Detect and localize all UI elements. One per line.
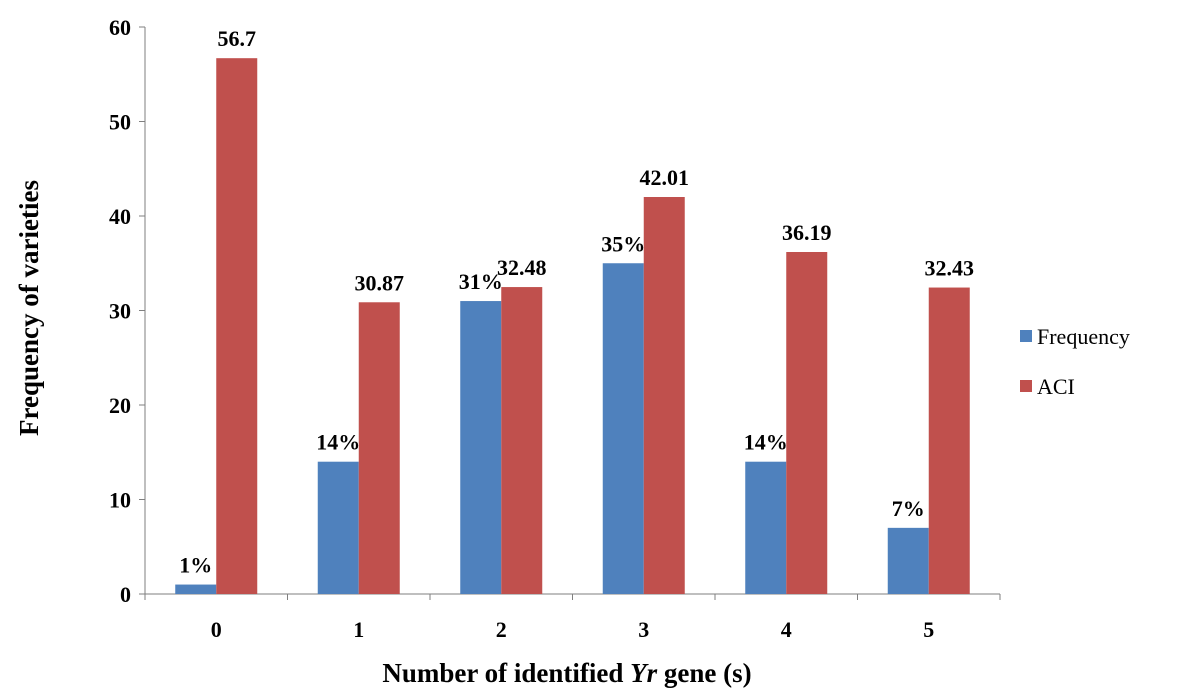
data-label-aci-5: 32.43 — [925, 256, 975, 281]
y-tick-label: 60 — [109, 15, 131, 40]
bar-aci-2 — [501, 287, 543, 594]
legend-swatch-aci — [1020, 380, 1032, 392]
bar-frequency-1 — [317, 461, 359, 594]
bar-frequency-5 — [887, 527, 929, 594]
data-label-aci-3: 42.01 — [640, 165, 690, 190]
data-label-aci-4: 36.19 — [782, 220, 832, 245]
x-tick-label: 1 — [353, 617, 364, 642]
x-tick-label: 4 — [781, 617, 792, 642]
bar-aci-0 — [216, 58, 258, 595]
bar-frequency-0 — [175, 584, 217, 594]
x-axis-title: Number of identified Yr gene (s) — [382, 658, 751, 688]
data-label-frequency-3: 35% — [601, 231, 645, 256]
bar-frequency-3 — [602, 263, 644, 594]
legend-swatch-frequency — [1020, 330, 1032, 342]
y-tick-label: 30 — [109, 299, 131, 324]
data-label-aci-0: 56.7 — [218, 26, 257, 51]
data-label-frequency-0: 1% — [179, 553, 212, 578]
data-label-frequency-2: 31% — [459, 269, 503, 294]
bar-frequency-4 — [745, 461, 787, 594]
y-tick-label: 20 — [109, 393, 131, 418]
legend-label-aci: ACI — [1037, 374, 1075, 399]
y-tick-label: 50 — [109, 110, 131, 135]
y-axis: 0 10 20 30 40 50 60 — [109, 15, 146, 607]
bar-aci-4 — [786, 252, 828, 594]
bar-aci-3 — [643, 197, 685, 594]
data-label-frequency-1: 14% — [316, 430, 360, 455]
x-axis: 0 1 2 3 4 5 — [144, 593, 1001, 642]
legend: Frequency ACI — [1020, 324, 1130, 399]
x-tick-label: 0 — [211, 617, 222, 642]
y-tick-label: 10 — [109, 488, 131, 513]
x-axis-title-part-1: Number of identified — [382, 658, 630, 688]
bar-frequency-2 — [460, 301, 502, 594]
data-label-aci-2: 32.48 — [497, 255, 547, 280]
x-tick-label: 2 — [496, 617, 507, 642]
x-axis-title-part-3: gene (s) — [657, 658, 751, 688]
x-tick-label: 3 — [638, 617, 649, 642]
y-tick-label: 40 — [109, 204, 131, 229]
bar-aci-1 — [358, 302, 400, 594]
x-tick-label: 5 — [923, 617, 934, 642]
x-axis-title-part-2: Yr — [630, 658, 657, 688]
y-axis-title: Frequency of varieties — [14, 180, 44, 436]
data-labels: 1% 56.7 14% 30.87 31%32.48 35% 42.01 14% 36.19 7%… — [179, 26, 974, 577]
data-label-frequency-5: 7% — [892, 496, 925, 521]
data-label-frequency-4: 14% — [744, 430, 788, 455]
bar-aci-5 — [928, 287, 970, 594]
legend-label-frequency: Frequency — [1037, 324, 1130, 349]
y-tick-label: 0 — [120, 582, 131, 607]
bars — [175, 58, 970, 595]
data-label-aci-1: 30.87 — [355, 270, 405, 295]
